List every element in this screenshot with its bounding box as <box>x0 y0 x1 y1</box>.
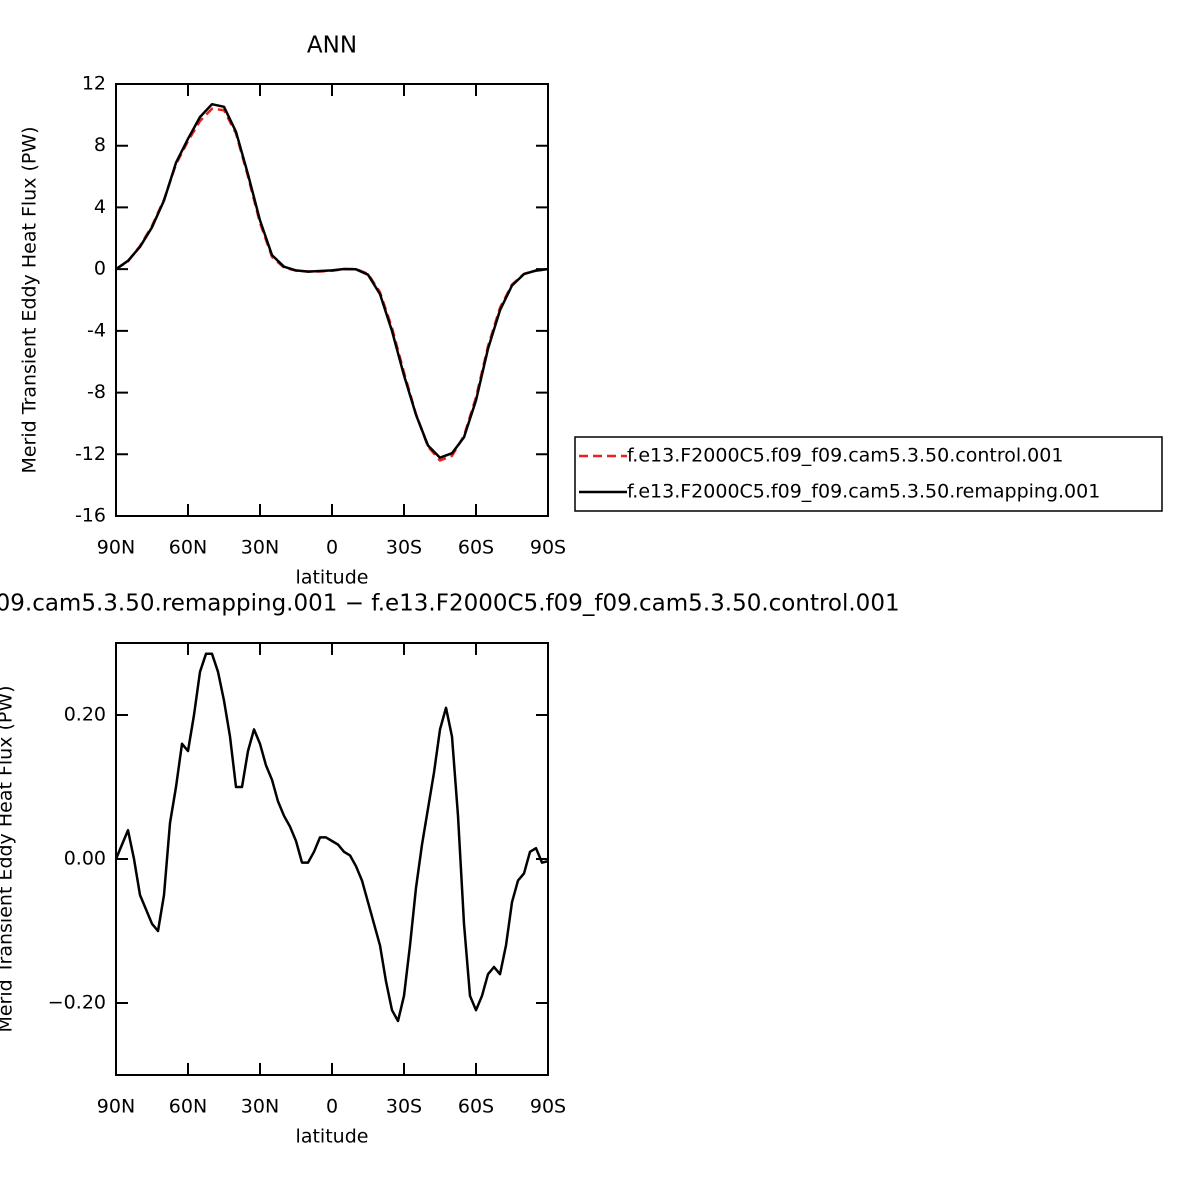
x-tick-label: 60S <box>458 1096 494 1118</box>
y-axis-label: Merid Transient Eddy Heat Flux (PW) <box>19 126 41 473</box>
x-tick-label: 60N <box>169 537 207 559</box>
line <box>115 107 549 462</box>
y-tick-label: 0.20 <box>64 704 106 726</box>
y-tick-label: −0.20 <box>48 992 106 1014</box>
x-tick-label: 0 <box>326 1096 338 1118</box>
x-tick-label: 90S <box>530 1096 566 1118</box>
y-tick-label: 12 <box>82 73 106 95</box>
x-tick-label: 30S <box>386 537 422 559</box>
chart: f.e13.F2000C5.f09_f09.cam5.3.50.remappin… <box>0 591 900 1148</box>
legend-label: f.e13.F2000C5.f09_f09.cam5.3.50.control.… <box>627 445 1063 467</box>
y-tick-label: 0 <box>94 258 106 280</box>
x-tick-label: 0 <box>326 537 338 559</box>
y-tick-label: 0.00 <box>64 848 106 870</box>
x-tick-label: 30N <box>241 1096 279 1118</box>
line <box>115 102 549 459</box>
plot-frame <box>115 83 549 517</box>
legend-label: f.e13.F2000C5.f09_f09.cam5.3.50.remappin… <box>627 481 1100 503</box>
plot-frame <box>115 642 549 1076</box>
y-tick-label: -8 <box>87 381 106 403</box>
x-tick-label: 90N <box>97 537 135 559</box>
x-tick-label: 90N <box>97 1096 135 1118</box>
chart: ANN latitude Merid Transient Eddy Heat Flu… <box>19 33 1163 589</box>
x-tick-label: 60S <box>458 537 494 559</box>
y-tick-label: -12 <box>75 443 106 465</box>
y-tick-label: -16 <box>75 505 106 527</box>
y-axis-label: Merid Transient Eddy Heat Flux (PW) <box>0 685 17 1032</box>
chart-title: ANN <box>307 33 357 59</box>
x-tick-label: 90S <box>530 537 566 559</box>
x-axis-label: latitude <box>296 1126 369 1148</box>
x-tick-label: 30S <box>386 1096 422 1118</box>
y-tick-label: 4 <box>94 196 106 218</box>
x-tick-label: 30N <box>241 537 279 559</box>
line <box>114 652 549 1023</box>
x-tick-label: 60N <box>169 1096 207 1118</box>
y-tick-label: -4 <box>87 319 106 341</box>
legend-box <box>574 436 1163 512</box>
chart-title: f.e13.F2000C5.f09_f09.cam5.3.50.remappin… <box>0 591 900 617</box>
x-axis-label: latitude <box>296 567 369 589</box>
y-tick-label: 8 <box>94 134 106 156</box>
